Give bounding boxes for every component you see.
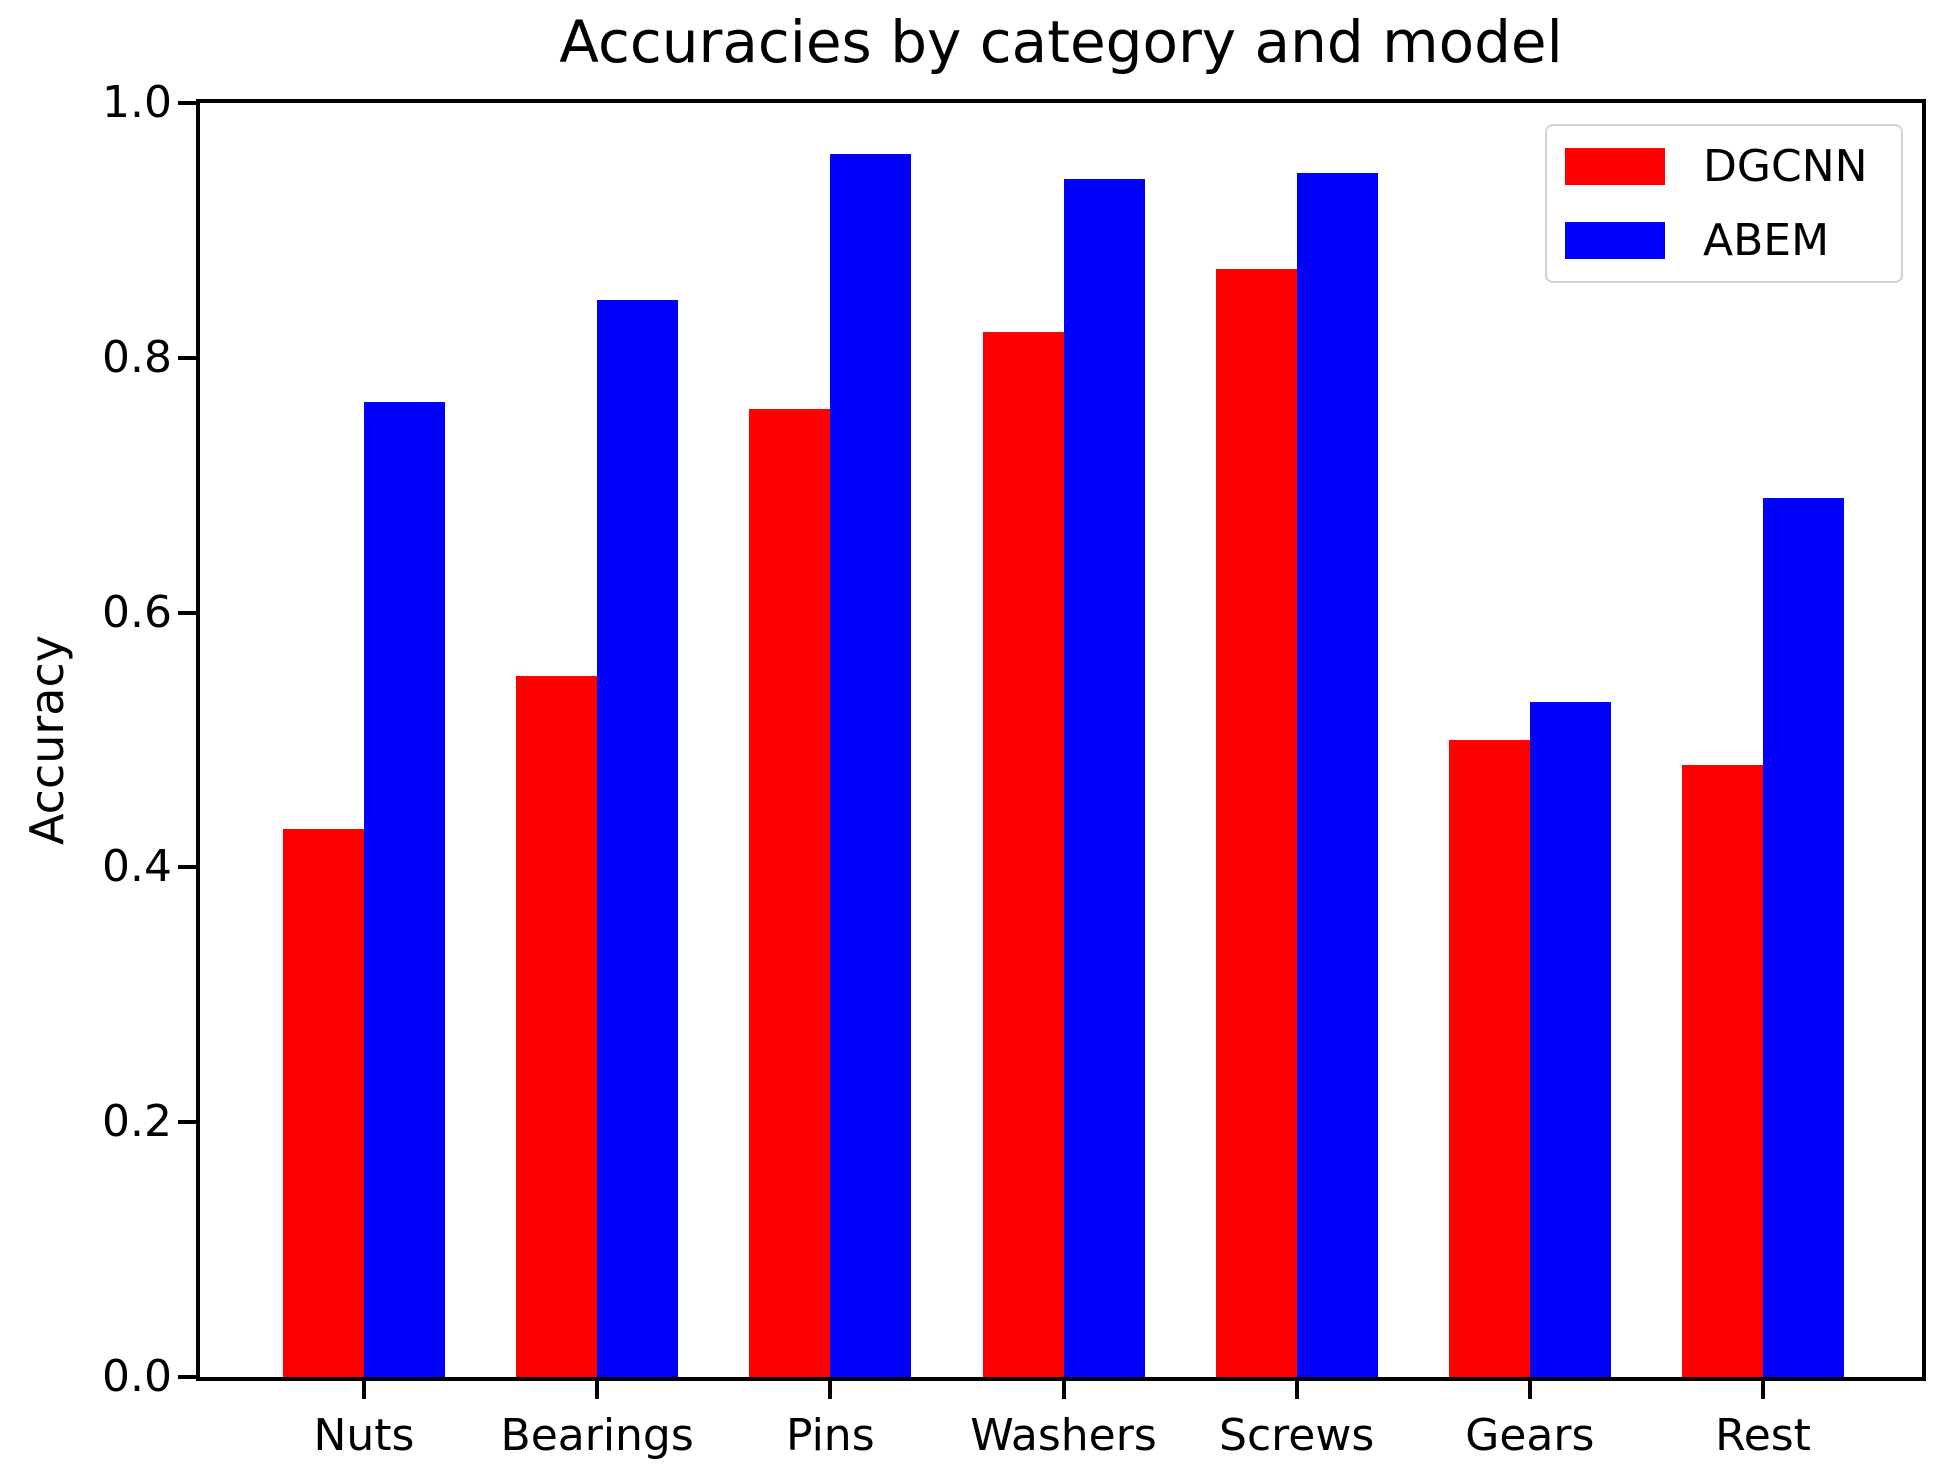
y-tick-label-0.6: 0.6 [102, 586, 172, 638]
x-tick-screws [1294, 1381, 1299, 1399]
bar-abem-screws [1296, 173, 1378, 1377]
x-tick-label-bearings: Bearings [500, 1410, 694, 1461]
x-tick-rest [1761, 1381, 1766, 1399]
bar-abem-nuts [364, 402, 445, 1377]
y-tick-1.0 [178, 101, 196, 105]
y-tick-0.6 [178, 610, 196, 615]
bar-dgcnn-washers [982, 332, 1064, 1377]
bar-dgcnn-screws [1215, 268, 1297, 1377]
x-tick-nuts [362, 1381, 366, 1399]
x-tick-label-rest: Rest [1715, 1410, 1811, 1461]
bar-dgcnn-nuts [283, 829, 364, 1377]
legend-swatch-abem [1565, 222, 1665, 259]
x-tick-bearings [595, 1381, 600, 1399]
plot-area [196, 99, 1926, 1381]
y-tick-label-0.4: 0.4 [102, 841, 172, 893]
x-tick-washers [1061, 1381, 1066, 1399]
bar-dgcnn-bearings [516, 676, 598, 1377]
y-tick-0.8 [178, 355, 196, 360]
bar-dgcnn-gears [1448, 740, 1530, 1377]
legend: DGCNN ABEM [1545, 124, 1903, 283]
x-tick-label-gears: Gears [1465, 1410, 1595, 1461]
bar-dgcnn-rest [1682, 765, 1764, 1377]
x-tick-label-pins: Pins [786, 1410, 875, 1461]
bar-abem-rest [1763, 497, 1845, 1377]
x-tick-gears [1527, 1381, 1532, 1399]
legend-label-abem: ABEM [1703, 214, 1830, 266]
legend-label-dgcnn: DGCNN [1703, 140, 1868, 192]
bar-dgcnn-pins [749, 408, 831, 1377]
chart-title: Accuracies by category and model [559, 8, 1563, 76]
x-tick-pins [828, 1381, 833, 1399]
y-tick-0.4 [178, 865, 196, 870]
legend-entry-dgcnn: DGCNN [1565, 140, 1901, 192]
x-tick-label-nuts: Nuts [313, 1410, 415, 1461]
y-tick-0.0 [178, 1375, 196, 1379]
legend-swatch-dgcnn [1565, 148, 1665, 185]
legend-entry-abem: ABEM [1565, 214, 1901, 266]
x-tick-label-washers: Washers [970, 1410, 1157, 1461]
x-tick-label-screws: Screws [1219, 1410, 1375, 1461]
y-tick-label-0.8: 0.8 [102, 331, 172, 383]
bar-abem-gears [1529, 701, 1611, 1377]
y-tick-label-0.0: 0.0 [102, 1351, 172, 1402]
y-tick-label-1.0: 1.0 [102, 77, 172, 128]
y-tick-0.2 [178, 1120, 196, 1125]
bar-abem-pins [830, 153, 912, 1377]
bar-abem-bearings [597, 300, 679, 1377]
y-tick-label-0.2: 0.2 [102, 1096, 172, 1148]
bar-abem-washers [1063, 179, 1145, 1377]
